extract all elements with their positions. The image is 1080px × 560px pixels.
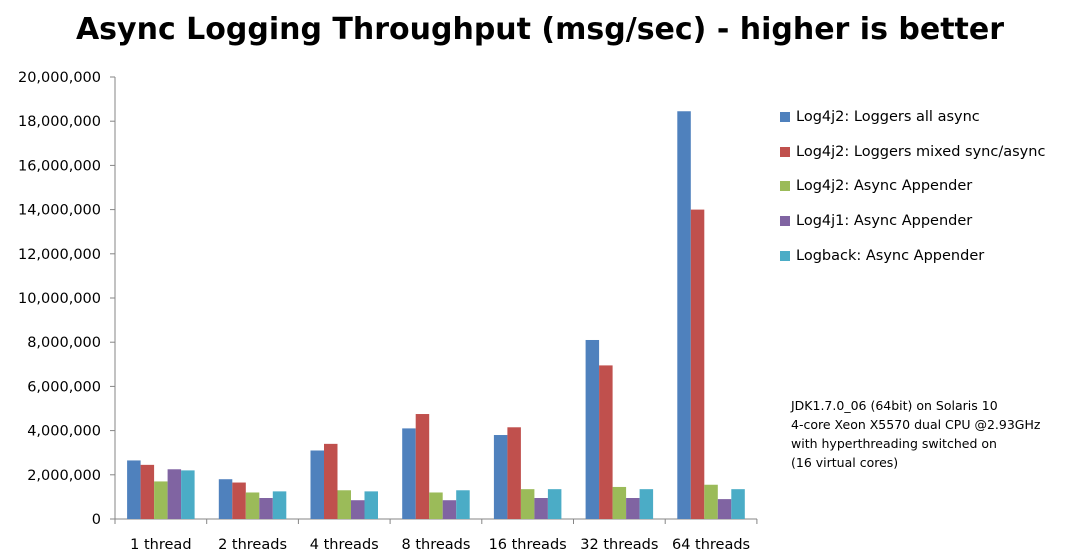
y-tick-label: 12,000,000	[18, 247, 101, 263]
legend-swatch	[780, 112, 790, 122]
y-tick-label: 18,000,000	[18, 114, 101, 130]
y-tick-label: 10,000,000	[18, 291, 101, 307]
bar	[599, 365, 613, 519]
bar	[218, 479, 233, 519]
legend-item: Logback: Async Appender	[780, 245, 1045, 267]
hardware-annotation: JDK1.7.0_06 (64bit) on Solaris 10 4-core …	[791, 396, 1077, 472]
legend-swatch	[780, 181, 790, 192]
legend-label: Logback: Async Appender	[796, 247, 985, 264]
bar	[442, 500, 457, 519]
bar	[585, 339, 600, 519]
legend-item: Log4j2: Async Appender	[780, 175, 1045, 197]
bar	[429, 492, 443, 519]
chart-title: Async Logging Throughput (msg/sec) - hig…	[75, 12, 1005, 47]
legend-label: Log4j2: Loggers all async	[796, 109, 980, 125]
bar	[717, 499, 732, 519]
legend: Log4j2: Loggers all async Log4j2: Loggers…	[780, 106, 1045, 279]
legend-item: Log4j2: Loggers mixed sync/async	[780, 141, 1045, 163]
bar	[351, 500, 365, 519]
bar	[493, 435, 508, 519]
x-tick-label: 1 thread	[130, 537, 191, 553]
bar	[140, 464, 155, 519]
y-tick-label: 6,000,000	[27, 379, 101, 395]
bar	[626, 498, 640, 519]
legend-label: Log4j1: Async Appender	[796, 213, 973, 230]
annotation-line: 4-core Xeon X5570 dual CPU @2.93GHz	[791, 417, 1041, 432]
y-tick-label: 0	[92, 512, 101, 528]
y-tick-label: 8,000,000	[27, 335, 101, 351]
bar	[612, 486, 627, 519]
legend-swatch	[780, 250, 790, 261]
legend-swatch	[780, 146, 790, 157]
y-tick-labels: 0 2,000,000 4,000,000 6,000,000 8,000,000 10,…	[18, 70, 101, 528]
x-tick-labels: 1 thread 2 threads 4 threads 8 threads 16 th…	[130, 537, 750, 553]
bar	[337, 490, 351, 519]
x-tick-label: 16 threads	[489, 537, 567, 553]
annotation-line: (16 virtual cores)	[791, 455, 899, 470]
bar	[639, 489, 654, 519]
bar	[167, 469, 182, 519]
bar	[415, 414, 430, 519]
bar	[690, 209, 705, 519]
annotation-line: with hyperthreading switched on	[791, 436, 997, 451]
annotation-line: JDK1.7.0_06 (64bit) on Solaris 10	[791, 398, 998, 413]
bar	[310, 450, 324, 519]
bar	[245, 492, 260, 519]
bars	[127, 111, 745, 519]
bar	[259, 498, 273, 519]
legend-label: Log4j2: Async Appender	[796, 178, 973, 195]
bar	[324, 443, 338, 519]
bar	[364, 491, 378, 519]
bar	[677, 111, 691, 519]
axes	[110, 76, 758, 524]
y-tick-label: 4,000,000	[27, 424, 101, 440]
x-tick-label: 64 threads	[672, 537, 750, 553]
x-tick-label: 2 threads	[218, 537, 287, 553]
y-tick-label: 20,000,000	[18, 70, 101, 86]
bar	[154, 481, 168, 519]
bar	[232, 482, 246, 519]
bar	[456, 490, 470, 519]
legend-item: Log4j2: Loggers all async	[780, 106, 1045, 128]
bar	[534, 498, 548, 519]
legend-item: Log4j1: Async Appender	[780, 210, 1045, 232]
x-tick-label: 32 threads	[580, 537, 658, 553]
x-tick-label: 4 threads	[310, 537, 379, 553]
bar	[547, 489, 562, 519]
legend-label: Log4j2: Loggers mixed sync/async	[796, 143, 1046, 160]
bar	[127, 460, 141, 519]
bar	[272, 491, 287, 519]
bar	[704, 484, 718, 519]
bar	[731, 489, 745, 519]
x-tick-label: 8 threads	[401, 537, 470, 553]
legend-swatch	[780, 216, 790, 227]
bar	[507, 427, 521, 519]
y-tick-label: 16,000,000	[18, 158, 101, 174]
bar	[402, 428, 416, 519]
y-tick-label: 2,000,000	[27, 468, 101, 484]
bar	[520, 489, 535, 519]
bar	[181, 470, 195, 519]
y-tick-label: 14,000,000	[18, 203, 101, 219]
